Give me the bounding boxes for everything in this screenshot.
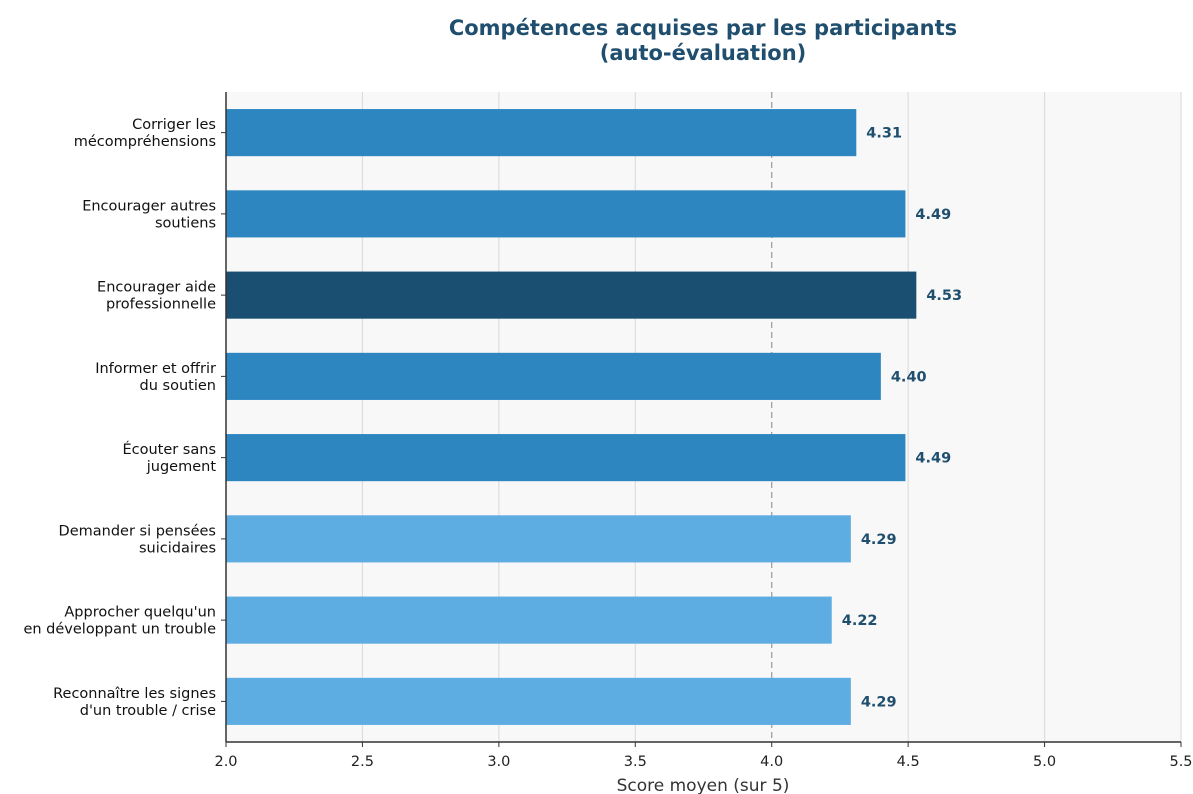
- bar: [226, 515, 851, 563]
- x-tick-label: 4.0: [760, 754, 783, 770]
- x-tick-label: 2.0: [214, 754, 237, 770]
- category-label: Reconnaître les signes: [53, 686, 216, 702]
- category-label: Approcher quelqu'un: [64, 605, 216, 621]
- bar-value-label: 4.31: [866, 126, 902, 142]
- bar-value-label: 4.40: [891, 369, 927, 385]
- x-tick-label: 5.0: [1033, 754, 1056, 770]
- category-label: en développant un trouble: [23, 622, 216, 638]
- category-label: suicidaires: [139, 540, 216, 556]
- chart-title-line-2: (auto-évaluation): [600, 41, 807, 65]
- category-label: Corriger les: [132, 117, 216, 133]
- category-label: Écouter sans: [122, 441, 216, 458]
- bar: [226, 190, 906, 238]
- category-label: jugement: [146, 459, 217, 475]
- category-label: soutiens: [155, 215, 216, 231]
- bar: [226, 352, 881, 400]
- x-axis-title: Score moyen (sur 5): [617, 776, 790, 794]
- category-label: Encourager aide: [97, 280, 216, 296]
- bar-value-label: 4.49: [915, 207, 951, 223]
- x-tick-label: 3.5: [624, 754, 647, 770]
- x-tick-label: 4.5: [897, 754, 920, 770]
- bar-value-label: 4.53: [926, 288, 962, 304]
- bar: [226, 677, 851, 725]
- x-tick-label: 2.5: [351, 754, 374, 770]
- bar: [226, 434, 906, 482]
- x-tick-label: 3.0: [487, 754, 510, 770]
- bar-value-label: 4.29: [861, 532, 897, 548]
- category-label: professionnelle: [106, 297, 216, 313]
- bar: [226, 109, 857, 157]
- x-tick-label: 5.5: [1169, 754, 1192, 770]
- chart-title-line-1: Compétences acquises par les participant…: [449, 16, 957, 40]
- category-label: Encourager autres: [82, 198, 216, 214]
- category-label: mécompréhensions: [74, 134, 216, 150]
- bar: [226, 271, 917, 319]
- category-label: d'un trouble / crise: [80, 703, 216, 719]
- category-label: Informer et offrir: [95, 361, 216, 377]
- category-label: Demander si pensées: [59, 523, 216, 539]
- bar-value-label: 4.49: [915, 451, 951, 467]
- bar: [226, 596, 832, 644]
- bar-value-label: 4.22: [842, 613, 878, 629]
- bar-value-label: 4.29: [861, 694, 897, 710]
- category-label: du soutien: [140, 378, 216, 394]
- plot-background: [226, 92, 1181, 742]
